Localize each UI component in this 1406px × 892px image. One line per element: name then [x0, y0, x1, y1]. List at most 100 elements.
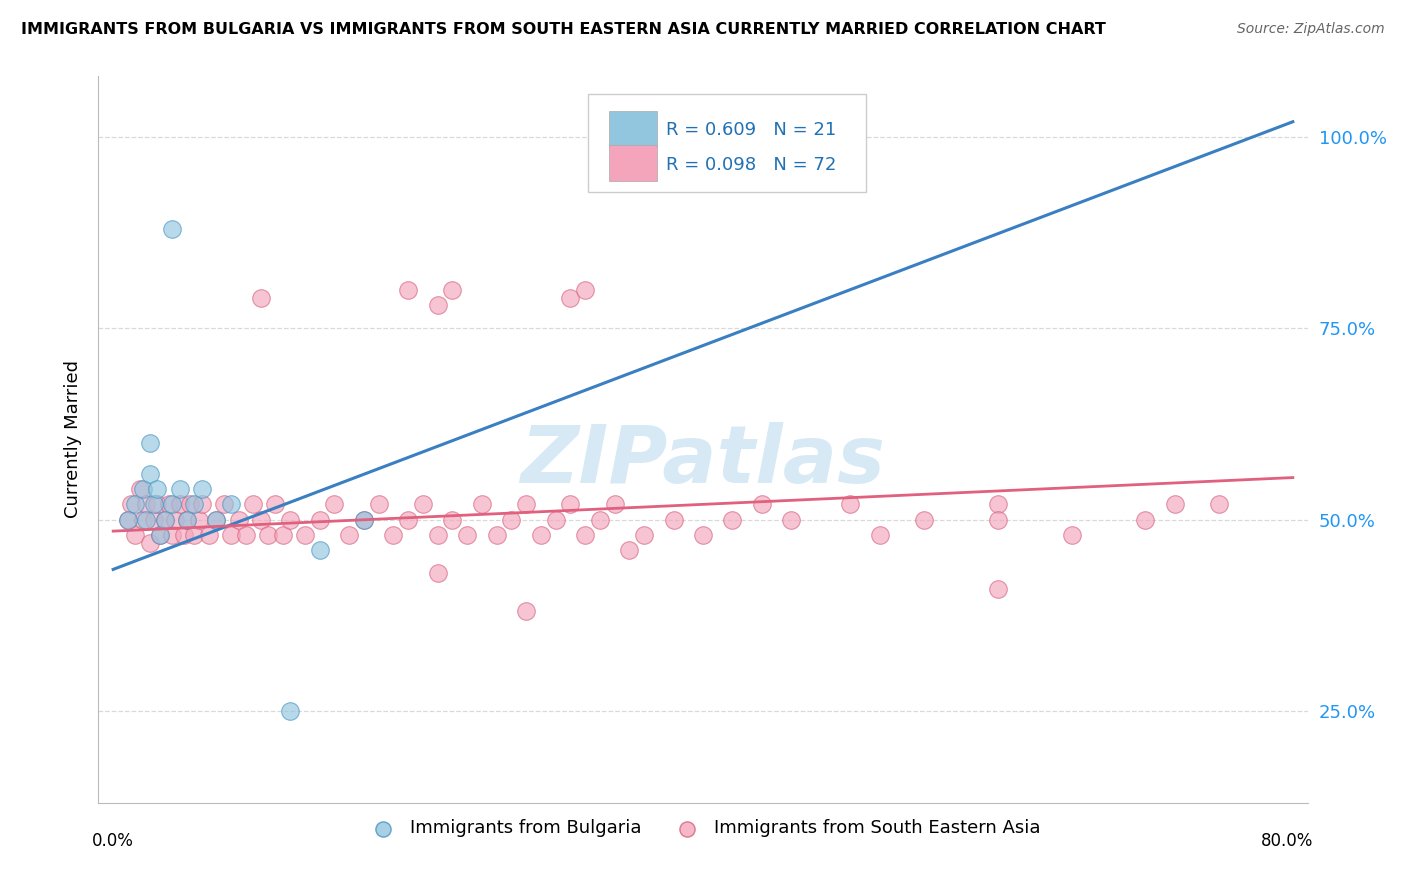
Point: [987, 513, 1010, 527]
Point: [912, 513, 935, 527]
FancyBboxPatch shape: [609, 145, 657, 181]
Point: [157, 497, 180, 511]
Text: R = 0.609   N = 21: R = 0.609 N = 21: [665, 121, 835, 139]
Point: [560, 291, 582, 305]
Point: [441, 283, 464, 297]
Point: [160, 528, 183, 542]
Point: [169, 482, 191, 496]
Text: Source: ZipAtlas.com: Source: ZipAtlas.com: [1237, 22, 1385, 37]
FancyBboxPatch shape: [588, 94, 866, 192]
Point: [235, 528, 257, 542]
Point: [146, 497, 169, 511]
Point: [176, 513, 198, 527]
Point: [264, 497, 287, 511]
Point: [190, 497, 212, 511]
Text: 80.0%: 80.0%: [1261, 832, 1313, 850]
Point: [471, 497, 494, 511]
Point: [173, 528, 195, 542]
Point: [139, 467, 162, 481]
Legend: Immigrants from Bulgaria, Immigrants from South Eastern Asia: Immigrants from Bulgaria, Immigrants fro…: [359, 813, 1047, 845]
Point: [382, 528, 405, 542]
Point: [117, 513, 139, 527]
Point: [117, 513, 139, 527]
Point: [308, 543, 330, 558]
Point: [396, 513, 419, 527]
Point: [530, 528, 553, 542]
Point: [278, 513, 301, 527]
Point: [149, 528, 172, 542]
Point: [721, 513, 744, 527]
Point: [212, 497, 235, 511]
Text: ZIPatlas: ZIPatlas: [520, 422, 886, 500]
Point: [131, 482, 153, 496]
Point: [205, 513, 228, 527]
Point: [987, 582, 1010, 596]
Point: [179, 497, 201, 511]
Point: [242, 497, 264, 511]
Point: [198, 528, 221, 542]
Point: [337, 528, 360, 542]
FancyBboxPatch shape: [609, 111, 657, 147]
Point: [190, 482, 212, 496]
Point: [169, 497, 191, 511]
Point: [149, 528, 172, 542]
Point: [249, 513, 271, 527]
Point: [153, 513, 176, 527]
Point: [1060, 528, 1083, 542]
Point: [485, 528, 508, 542]
Point: [135, 497, 157, 511]
Text: R = 0.098   N = 72: R = 0.098 N = 72: [665, 155, 837, 174]
Point: [692, 528, 714, 542]
Point: [662, 513, 685, 527]
Point: [589, 513, 612, 527]
Point: [219, 497, 242, 511]
Point: [323, 497, 346, 511]
Point: [1164, 497, 1187, 511]
Point: [228, 513, 250, 527]
Point: [139, 436, 162, 450]
Point: [120, 497, 142, 511]
Point: [367, 497, 389, 511]
Point: [396, 283, 419, 297]
Point: [869, 528, 891, 542]
Point: [160, 497, 183, 511]
Point: [271, 528, 294, 542]
Point: [278, 704, 301, 718]
Point: [619, 543, 641, 558]
Point: [183, 497, 205, 511]
Point: [176, 513, 198, 527]
Point: [128, 482, 150, 496]
Y-axis label: Currently Married: Currently Married: [65, 360, 83, 518]
Point: [560, 497, 582, 511]
Point: [353, 513, 375, 527]
Point: [456, 528, 478, 542]
Point: [515, 497, 537, 511]
Point: [633, 528, 655, 542]
Point: [187, 513, 209, 527]
Point: [124, 497, 146, 511]
Point: [412, 497, 434, 511]
Point: [249, 291, 271, 305]
Point: [153, 513, 176, 527]
Point: [1208, 497, 1230, 511]
Point: [751, 497, 773, 511]
Point: [544, 513, 567, 527]
Point: [426, 528, 449, 542]
Point: [353, 513, 375, 527]
Point: [143, 497, 166, 511]
Point: [780, 513, 803, 527]
Point: [257, 528, 280, 542]
Point: [308, 513, 330, 527]
Point: [160, 222, 183, 236]
Point: [515, 605, 537, 619]
Point: [124, 528, 146, 542]
Point: [441, 513, 464, 527]
Point: [603, 497, 626, 511]
Point: [219, 528, 242, 542]
Point: [574, 283, 596, 297]
Point: [143, 513, 166, 527]
Text: 0.0%: 0.0%: [93, 832, 134, 850]
Point: [426, 298, 449, 312]
Point: [205, 513, 228, 527]
Point: [146, 482, 169, 496]
